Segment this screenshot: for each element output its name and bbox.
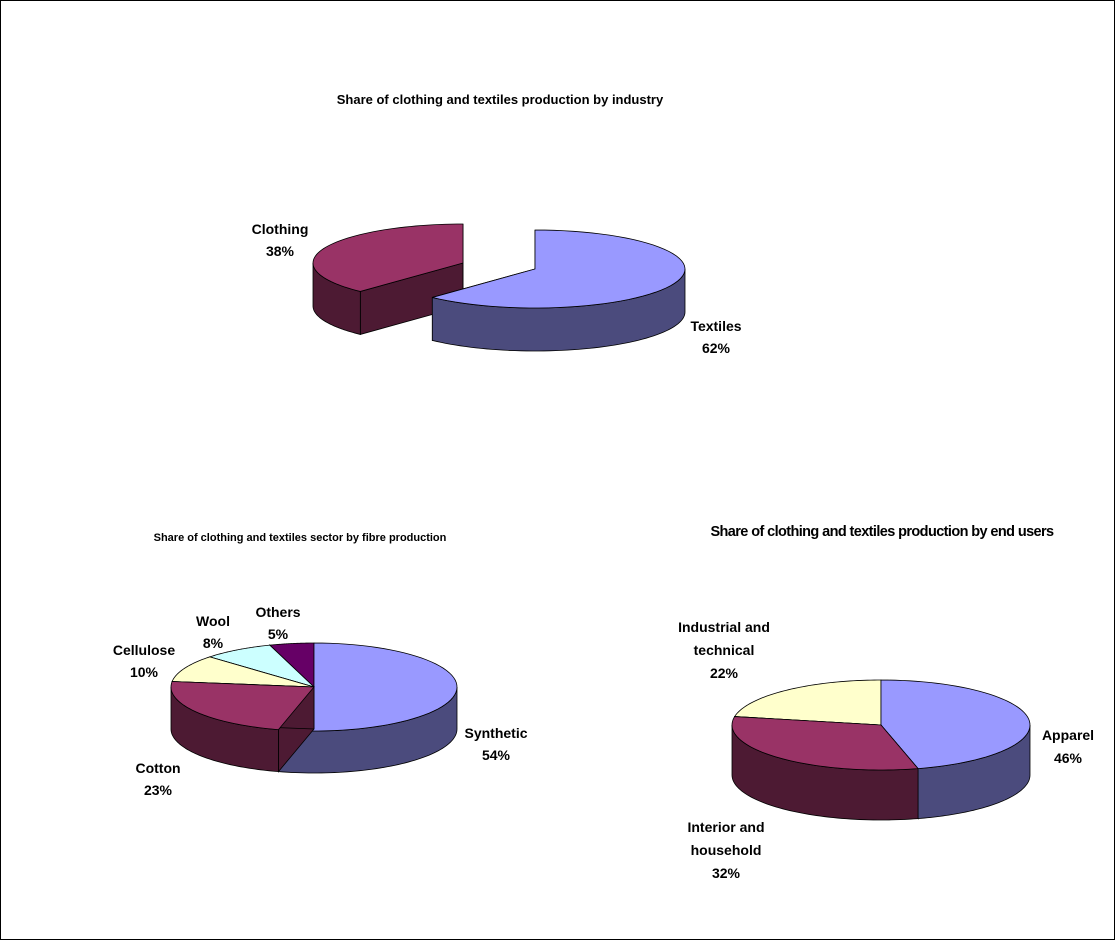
cotton-label-percent: 23% xyxy=(144,782,173,798)
pie-slice-wool-top xyxy=(208,644,315,688)
others-label-percent: 5% xyxy=(268,626,289,642)
pie-slice-clothing xyxy=(312,223,464,335)
interior-label-percent: 32% xyxy=(712,865,741,881)
wool-label-name: Wool xyxy=(196,613,230,629)
end-users-pie-chart: Share of clothing and textiles productio… xyxy=(678,524,1094,881)
interior-label-line1: Interior and xyxy=(687,819,764,835)
textiles-label-name: Textiles xyxy=(690,318,741,334)
pie-slice-textiles xyxy=(431,229,686,352)
clothing-label-percent: 38% xyxy=(266,243,295,259)
cellulose-label-percent: 10% xyxy=(130,664,159,680)
others-label-name: Others xyxy=(255,604,300,620)
clothing-label-name: Clothing xyxy=(252,221,309,237)
pie-slice-synthetic-top xyxy=(277,642,458,732)
industry-pie-chart: Share of clothing and textiles productio… xyxy=(252,92,742,356)
pie-slice-cellulose-top xyxy=(171,656,315,688)
industrial-label-line1: Industrial and xyxy=(678,619,770,635)
fibre-pie-chart: Share of clothing and textiles sector by… xyxy=(113,532,528,798)
industrial-label-percent: 22% xyxy=(710,665,739,681)
pie-slice-apparel-top xyxy=(880,679,1031,770)
synthetic-label-name: Synthetic xyxy=(464,725,527,741)
apparel-label-name: Apparel xyxy=(1042,727,1094,743)
end-users-pie-slices xyxy=(731,679,1031,821)
end-users-chart-title: Share of clothing and textiles productio… xyxy=(710,524,1054,540)
fibre-chart-title: Share of clothing and textiles sector by… xyxy=(154,532,447,544)
pie-slice-cotton xyxy=(170,681,315,773)
textiles-label-percent: 62% xyxy=(702,340,731,356)
interior-label-line2: household xyxy=(691,842,762,858)
industrial-label-line2: technical xyxy=(694,642,755,658)
pie-slice-textiles-top xyxy=(432,229,686,309)
cellulose-label-name: Cellulose xyxy=(113,642,175,658)
pie-slice-industrial-technical-top xyxy=(733,679,882,726)
cotton-label-name: Cotton xyxy=(135,760,180,776)
pie-slice-interior-household xyxy=(731,716,919,821)
industry-chart-title: Share of clothing and textiles productio… xyxy=(337,92,664,107)
industry-pie-slices xyxy=(312,223,686,352)
pie-slice-clothing-top xyxy=(312,223,464,292)
pie-slice-cotton-top xyxy=(170,681,315,731)
pie-slice-interior-household-top xyxy=(731,716,919,771)
wool-label-percent: 8% xyxy=(203,635,224,651)
synthetic-label-percent: 54% xyxy=(482,747,511,763)
apparel-label-percent: 46% xyxy=(1054,750,1083,766)
fibre-pie-slices xyxy=(170,642,458,774)
